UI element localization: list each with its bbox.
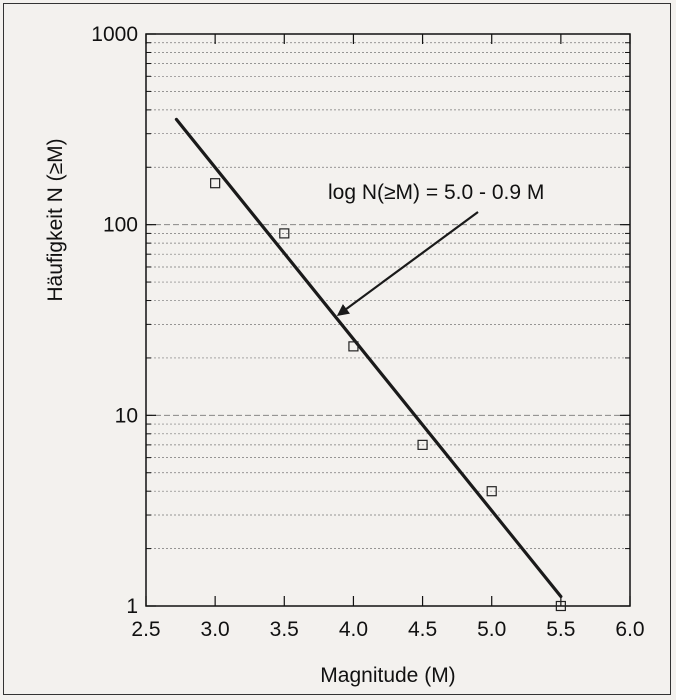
- plot-area: [145, 33, 631, 607]
- x-tick-label: 5.5: [546, 618, 575, 641]
- x-tick-label: 3.0: [201, 618, 230, 641]
- y-axis-title: Häufigkeit N (≥M): [44, 138, 67, 301]
- y-tick-label: 10: [115, 404, 138, 427]
- x-tick-label: 4.5: [408, 618, 437, 641]
- x-tick-label: 6.0: [615, 618, 644, 641]
- data-point: [210, 178, 221, 189]
- x-tick-label: 4.0: [339, 618, 368, 641]
- x-axis-title: Magnitude (M): [320, 664, 455, 687]
- data-point: [279, 228, 290, 239]
- grid: [146, 33, 630, 549]
- annotation-arrow: [336, 211, 479, 316]
- data-point: [555, 600, 566, 612]
- y-tick-label: 1000: [91, 23, 138, 46]
- y-tick-label: 1: [126, 595, 138, 618]
- chart-frame: [3, 3, 671, 695]
- data-point: [348, 341, 359, 352]
- x-tick-label: 5.0: [477, 618, 506, 641]
- data-point: [486, 486, 497, 497]
- data-point: [417, 439, 428, 450]
- x-tick-label: 3.5: [270, 618, 299, 641]
- axis-ticks: 2.5 3.0 3.5 4.0 4.5 5.0 5.5 6.0 1 10 100 1000: [91, 23, 644, 641]
- fit-line: [174, 117, 563, 599]
- equation-annotation: log N(≥M) = 5.0 - 0.9 M: [328, 181, 544, 204]
- x-tick-label: 2.5: [131, 618, 160, 641]
- y-tick-label: 100: [103, 214, 138, 237]
